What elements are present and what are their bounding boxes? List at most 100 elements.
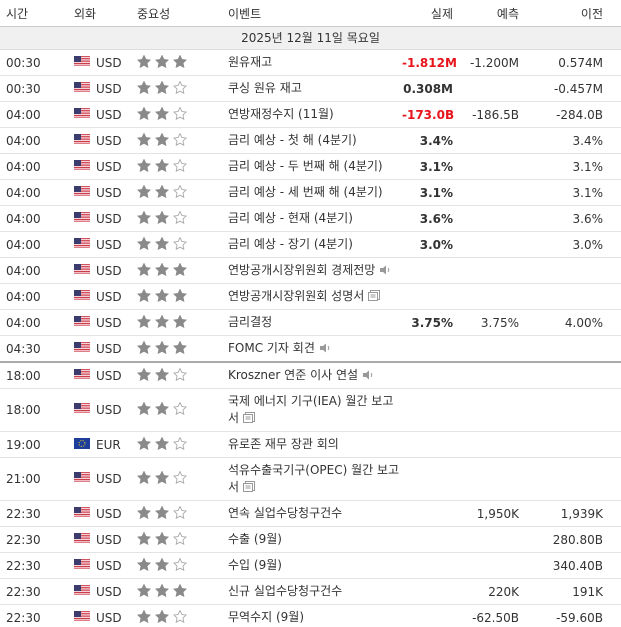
previous: 340.40B [552, 558, 603, 573]
currency: USD [96, 315, 122, 330]
event-row: 19:00 EUR 유로존 재무 장관 회의 [0, 432, 621, 458]
flag [74, 237, 90, 252]
flag [74, 289, 90, 304]
currency: USD [96, 532, 122, 547]
forecast: -1.200M [469, 55, 519, 70]
forecast: -62.50B [472, 610, 519, 625]
importance [131, 340, 222, 357]
importance [131, 262, 222, 279]
time: 04:30 [6, 341, 41, 356]
currency-cell: USD [68, 133, 131, 148]
event-icon [315, 341, 331, 355]
importance [131, 54, 222, 71]
actual: 3.1% [419, 159, 453, 174]
currency-cell: USD [68, 237, 131, 252]
event-row: 22:30 USD 무역수지 (9월) -62.50B -59.60B [0, 605, 621, 627]
time: 04:00 [6, 263, 41, 278]
event-name: Kroszner 연준 이사 연설 [228, 368, 359, 382]
event: 금리 예상 - 현재 (4분기) [222, 206, 402, 231]
event-row: 22:30 USD 연속 실업수당청구건수 1,950K 1,939K [0, 501, 621, 527]
event-name: 수출 (9월) [228, 532, 282, 546]
event-name: 유로존 재무 장관 회의 [228, 437, 339, 451]
currency: USD [96, 403, 122, 417]
flag [74, 81, 90, 96]
importance [131, 184, 222, 201]
actual: 0.308M [403, 81, 453, 96]
previous: 280.80B [552, 532, 603, 547]
time: 00:30 [6, 55, 41, 70]
event: 연방재정수지 (11월) [222, 102, 402, 127]
currency: USD [96, 159, 122, 174]
event-row: 04:00 USD 금리 예상 - 두 번째 해 (4분기) 3.1% 3.1% [0, 154, 621, 180]
forecast: -186.5B [472, 107, 519, 122]
time: 04:00 [6, 237, 41, 252]
currency: USD [96, 263, 122, 278]
column-header: 예측 [496, 6, 519, 21]
forecast: 1,950K [476, 506, 519, 521]
time: 22:30 [6, 532, 41, 547]
forecast: 220K [488, 584, 519, 599]
event-row: 18:00 USD 국제 에너지 기구(IEA) 월간 보고서 [0, 389, 621, 432]
currency-cell: USD [68, 558, 131, 573]
flag [74, 263, 90, 278]
importance [131, 314, 222, 331]
column-header: 이전 [580, 6, 603, 21]
event-name: 연방공개시장위원회 경제전망 [228, 263, 376, 277]
flag [74, 437, 90, 452]
currency: USD [96, 55, 122, 70]
importance [131, 132, 222, 149]
time: 18:00 [6, 403, 41, 417]
event-row: 04:00 USD 금리결정 3.75% 3.75% 4.00% [0, 310, 621, 336]
event-row: 00:30 USD 원유재고 -1.812M -1.200M 0.574M [0, 50, 621, 76]
event-row: 04:00 USD 금리 예상 - 세 번째 해 (4분기) 3.1% 3.1% [0, 180, 621, 206]
currency-cell: USD [68, 506, 131, 521]
previous: 3.0% [572, 237, 604, 252]
previous: -0.457M [553, 81, 603, 96]
currency: USD [96, 558, 122, 573]
currency-cell: USD [68, 159, 131, 174]
currency: USD [96, 584, 122, 599]
event: 금리 예상 - 첫 해 (4분기) [222, 128, 402, 153]
event-name: 금리 예상 - 현재 (4분기) [228, 211, 353, 225]
column-header: 중요성 [137, 6, 171, 21]
importance [131, 531, 222, 548]
currency: USD [96, 472, 122, 486]
currency: EUR [96, 437, 121, 452]
time: 00:30 [6, 81, 41, 96]
event: 석유수출국기구(OPEC) 월간 보고서 [222, 458, 402, 500]
time: 04:00 [6, 211, 41, 226]
event-name: 금리 예상 - 첫 해 (4분기) [228, 133, 357, 147]
flag [74, 506, 90, 521]
event: 수입 (9월) [222, 553, 402, 578]
importance [131, 80, 222, 97]
event-icon [239, 411, 256, 425]
currency-cell: USD [68, 315, 131, 330]
time: 04:00 [6, 159, 41, 174]
event: FOMC 기자 회견 [222, 336, 402, 361]
event-row: 22:30 USD 신규 실업수당청구건수 220K 191K [0, 579, 621, 605]
flag [74, 315, 90, 330]
currency: USD [96, 185, 122, 200]
importance [131, 436, 222, 453]
event: 수출 (9월) [222, 527, 402, 552]
event-name: 연방재정수지 (11월) [228, 107, 334, 121]
flag [74, 584, 90, 599]
currency-cell: USD [68, 403, 131, 417]
currency-cell: USD [68, 107, 131, 122]
time: 04:00 [6, 107, 41, 122]
event-name: 원유재고 [228, 55, 273, 69]
currency-cell: USD [68, 584, 131, 599]
event-row: 04:00 USD 금리 예상 - 현재 (4분기) 3.6% 3.6% [0, 206, 621, 232]
event-name: 연방공개시장위원회 성명서 [228, 289, 365, 303]
currency-cell: USD [68, 610, 131, 625]
event-name: 연속 실업수당청구건수 [228, 506, 343, 520]
time: 22:30 [6, 558, 41, 573]
previous: -59.60B [556, 610, 603, 625]
flag [74, 159, 90, 174]
flag [74, 133, 90, 148]
event: 금리 예상 - 두 번째 해 (4분기) [222, 154, 402, 179]
flag [74, 368, 90, 383]
actual: -1.812M [402, 55, 457, 70]
currency: USD [96, 211, 122, 226]
